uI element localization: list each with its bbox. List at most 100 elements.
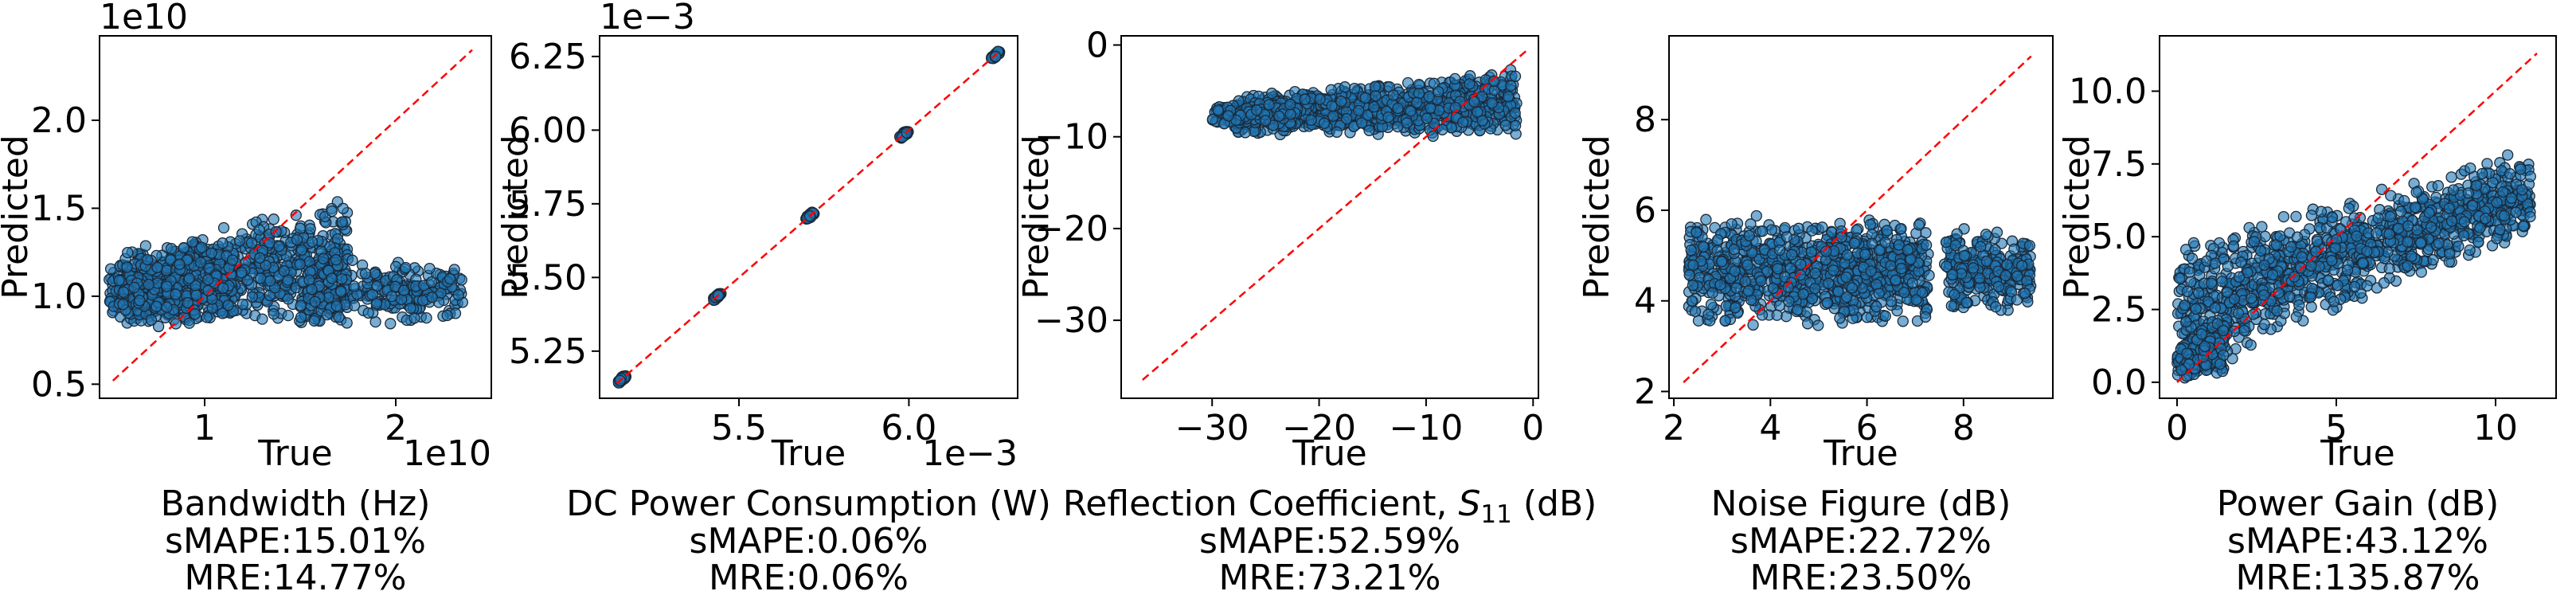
data-point — [2258, 259, 2270, 272]
data-point — [1809, 267, 1821, 280]
subplot-title: Bandwidth (Hz) — [161, 484, 431, 524]
data-point — [2247, 308, 2259, 320]
data-point — [1729, 265, 1741, 277]
data-point — [2209, 302, 2221, 314]
data-point — [2510, 206, 2522, 218]
data-point — [1691, 226, 1702, 239]
data-point — [1779, 221, 1791, 234]
data-point — [295, 244, 308, 256]
data-point — [366, 288, 378, 300]
data-point — [1980, 229, 1992, 241]
data-point — [2427, 254, 2439, 266]
data-point — [121, 261, 133, 273]
data-point — [2487, 177, 2499, 189]
x-tick-label: −20 — [1282, 408, 1356, 448]
data-point — [1975, 241, 1987, 253]
data-point — [2190, 303, 2202, 315]
data-point — [2343, 202, 2355, 214]
data-point — [2402, 220, 2414, 232]
data-point — [217, 307, 229, 319]
data-point — [2502, 149, 2514, 161]
x-axis-label: True — [257, 433, 332, 474]
data-point — [2392, 222, 2405, 234]
data-point — [217, 237, 229, 249]
x-axis-label: True — [1823, 433, 1898, 474]
data-point — [336, 216, 348, 228]
data-point — [1697, 241, 1710, 253]
data-point — [2402, 260, 2414, 272]
data-point — [1314, 93, 1326, 105]
data-point — [1260, 115, 1272, 127]
data-point — [1425, 102, 1437, 114]
data-point — [400, 261, 412, 274]
data-point — [117, 298, 129, 311]
data-point — [1881, 225, 1893, 237]
data-point — [335, 285, 347, 298]
x-tick-label: 0 — [1522, 408, 1544, 448]
data-point — [337, 202, 350, 214]
data-point — [1859, 249, 1871, 260]
data-point — [245, 237, 258, 249]
data-point — [2293, 299, 2305, 311]
data-point — [2217, 324, 2230, 337]
data-point — [2192, 287, 2205, 300]
data-point — [2432, 180, 2445, 192]
data-point — [217, 282, 229, 294]
subplot-title: Noise Figure (dB) — [1711, 484, 2011, 524]
data-point — [161, 280, 173, 292]
data-point — [1488, 75, 1500, 87]
data-point — [330, 254, 342, 266]
y-scale-offset: 1e10 — [100, 0, 188, 37]
data-point — [2351, 230, 2363, 242]
data-point — [1989, 244, 2001, 256]
data-point — [1702, 308, 1714, 320]
data-point — [2187, 237, 2200, 249]
x-tick-label: 1 — [193, 408, 216, 448]
data-point — [2467, 199, 2479, 212]
data-point — [1792, 303, 1804, 316]
data-point — [189, 308, 201, 320]
data-point — [201, 311, 213, 323]
data-point — [1212, 104, 1224, 116]
x-tick-label: 8 — [1953, 408, 1975, 448]
data-point — [142, 253, 154, 266]
data-point — [2341, 264, 2354, 276]
data-point — [1387, 89, 1399, 101]
data-point — [1848, 237, 1860, 249]
data-point — [2305, 260, 2317, 272]
data-point — [1326, 100, 1338, 112]
data-point — [2453, 241, 2465, 253]
data-point — [2443, 202, 2456, 214]
data-point — [1890, 274, 1902, 286]
data-point — [1809, 282, 1821, 295]
data-point — [1873, 288, 1885, 300]
data-point — [2311, 235, 2324, 248]
data-point — [226, 254, 239, 266]
data-point — [2425, 221, 2437, 233]
data-point — [2378, 277, 2390, 289]
y-axis-label: Predicted — [1016, 135, 1057, 300]
data-point — [1949, 288, 1960, 300]
data-point — [2491, 197, 2503, 209]
data-point — [2472, 236, 2484, 249]
data-point — [1411, 96, 1423, 108]
data-point — [1715, 256, 1728, 268]
data-point — [122, 246, 134, 259]
data-point — [1795, 258, 1807, 270]
data-point — [1284, 98, 1296, 111]
data-point — [2423, 206, 2435, 219]
subplot-title: Reflection Coefficient, S11 (dB) — [1063, 484, 1597, 529]
data-point — [2410, 186, 2422, 198]
data-point — [1405, 105, 1417, 117]
data-point — [1689, 305, 1702, 318]
x-tick-label: 6.0 — [881, 408, 936, 448]
data-point — [1305, 114, 1317, 126]
data-point — [1714, 279, 1726, 291]
data-point — [1913, 219, 1925, 231]
subplot-2: 5.5 6.05.255.505.756.006.25TruePredicted1… — [495, 0, 1051, 598]
data-point — [2476, 167, 2488, 180]
data-point — [309, 296, 321, 307]
data-point — [1355, 117, 1368, 129]
data-point — [1750, 209, 1762, 222]
